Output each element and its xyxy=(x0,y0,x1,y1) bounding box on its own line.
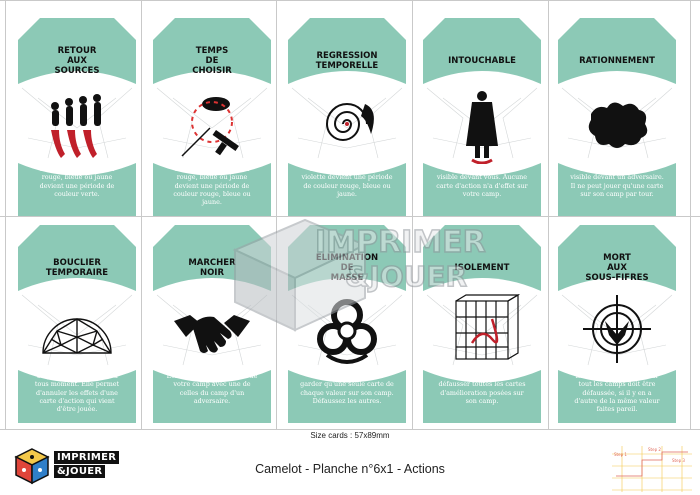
card-sheet: RETOUR AUX SOURCES Une période de couleur… xyxy=(0,0,700,430)
cut-line xyxy=(0,0,700,1)
card-effect-text: Un joueur peut la jouer à tous moment. E… xyxy=(34,372,120,414)
cut-line xyxy=(690,0,691,430)
action-card[interactable]: BOUCLIER TEMPORAIRE Un joueur peut la jou… xyxy=(18,225,136,423)
step-label: Step 2 xyxy=(648,447,661,452)
action-card[interactable]: ISOLEMENT Chaque joueur doit défausser to… xyxy=(423,225,541,423)
card-title: MORT AUX SOUS-FIFRES xyxy=(585,253,649,283)
card-effect-text: Placez cette carte face visible devant v… xyxy=(436,165,528,198)
logo-cube-icon xyxy=(14,448,50,485)
cloaked-figure-icon xyxy=(466,91,498,164)
card-effect-text: Une période de couleur rouge, bleue ou j… xyxy=(38,165,116,198)
publisher-logo: IMPRIMER &JOUER xyxy=(12,446,122,486)
card-effect-text: Placez cette carte face visible devant u… xyxy=(570,165,664,198)
card-effect-text: Une période de couleur violette devient … xyxy=(301,165,393,198)
cut-line xyxy=(5,0,6,430)
action-card[interactable]: MORT AUX SOUS-FIFRES La carte la plus bas… xyxy=(558,225,676,423)
card-title: REGRESSION TEMPORELLE xyxy=(315,51,379,71)
card-effect-text: La carte la plus basse sur tout les camp… xyxy=(574,372,660,414)
cut-line xyxy=(0,429,700,430)
card-effect-text: Echangez une des cartes de votre camp av… xyxy=(166,372,258,405)
action-card[interactable]: TEMPS DE CHOISIR Une période de couleur r… xyxy=(153,18,271,216)
action-card[interactable]: REGRESSION TEMPORELLE Une période de coul… xyxy=(288,18,406,216)
card-effect-text: Une période de couleur rouge, bleue ou j… xyxy=(173,165,251,207)
card-frame xyxy=(18,18,136,216)
card-title: RETOUR AUX SOURCES xyxy=(54,46,100,76)
card-title: ELIMINATION DE MASSE xyxy=(315,253,379,283)
evolution-icon xyxy=(51,94,101,158)
action-card[interactable]: ELIMINATION DE MASSE Chaque joueur ne doi… xyxy=(288,225,406,423)
cut-line xyxy=(412,0,413,430)
card-title: RATIONNEMENT xyxy=(579,56,655,66)
card-title: INTOUCHABLE xyxy=(448,56,516,66)
caged-dna-icon xyxy=(455,293,521,360)
step-label: Step 3 xyxy=(672,458,685,463)
target-crosshair-icon xyxy=(583,295,651,363)
time-spiral-icon xyxy=(325,103,374,141)
size-label: Size cards : 57x89mm xyxy=(310,431,390,440)
card-title: ISOLEMENT xyxy=(454,263,510,273)
card-frame xyxy=(153,18,271,216)
card-title: TEMPS DE CHOISIR xyxy=(192,46,232,76)
geodesic-dome-icon xyxy=(42,318,112,354)
card-effect-text: Chaque joueur doit défausser toutes les … xyxy=(438,372,526,405)
step-indicator: Step 1 Step 2 Step 3 xyxy=(612,446,692,492)
cut-line xyxy=(548,0,549,430)
action-card[interactable]: INTOUCHABLE Placez cette carte face visib… xyxy=(423,18,541,216)
cut-line xyxy=(276,0,277,430)
hide-rug-icon xyxy=(588,102,648,148)
action-card[interactable]: RATIONNEMENT Placez cette carte face visi… xyxy=(558,18,676,216)
step-label: Step 1 xyxy=(614,452,627,457)
logo-line1: IMPRIMER xyxy=(54,451,120,464)
action-card[interactable]: RETOUR AUX SOURCES Une période de couleur… xyxy=(18,18,136,216)
card-effect-text: Chaque joueur ne doit garder qu'une seul… xyxy=(300,372,394,405)
card-title: MARCHER NOIR xyxy=(188,258,236,278)
cut-line xyxy=(141,0,142,430)
card-title: BOUCLIER TEMPORAIRE xyxy=(45,258,109,278)
weapons-choice-icon xyxy=(181,97,239,157)
sheet-title: Camelot - Planche n°6x1 - Actions xyxy=(255,462,445,476)
biohazard-icon xyxy=(317,299,377,364)
action-card[interactable]: MARCHER NOIR Echangez une des cartes de v… xyxy=(153,225,271,423)
handshake-icon xyxy=(174,315,250,353)
cut-line xyxy=(0,216,700,217)
logo-line2: &JOUER xyxy=(54,465,106,478)
